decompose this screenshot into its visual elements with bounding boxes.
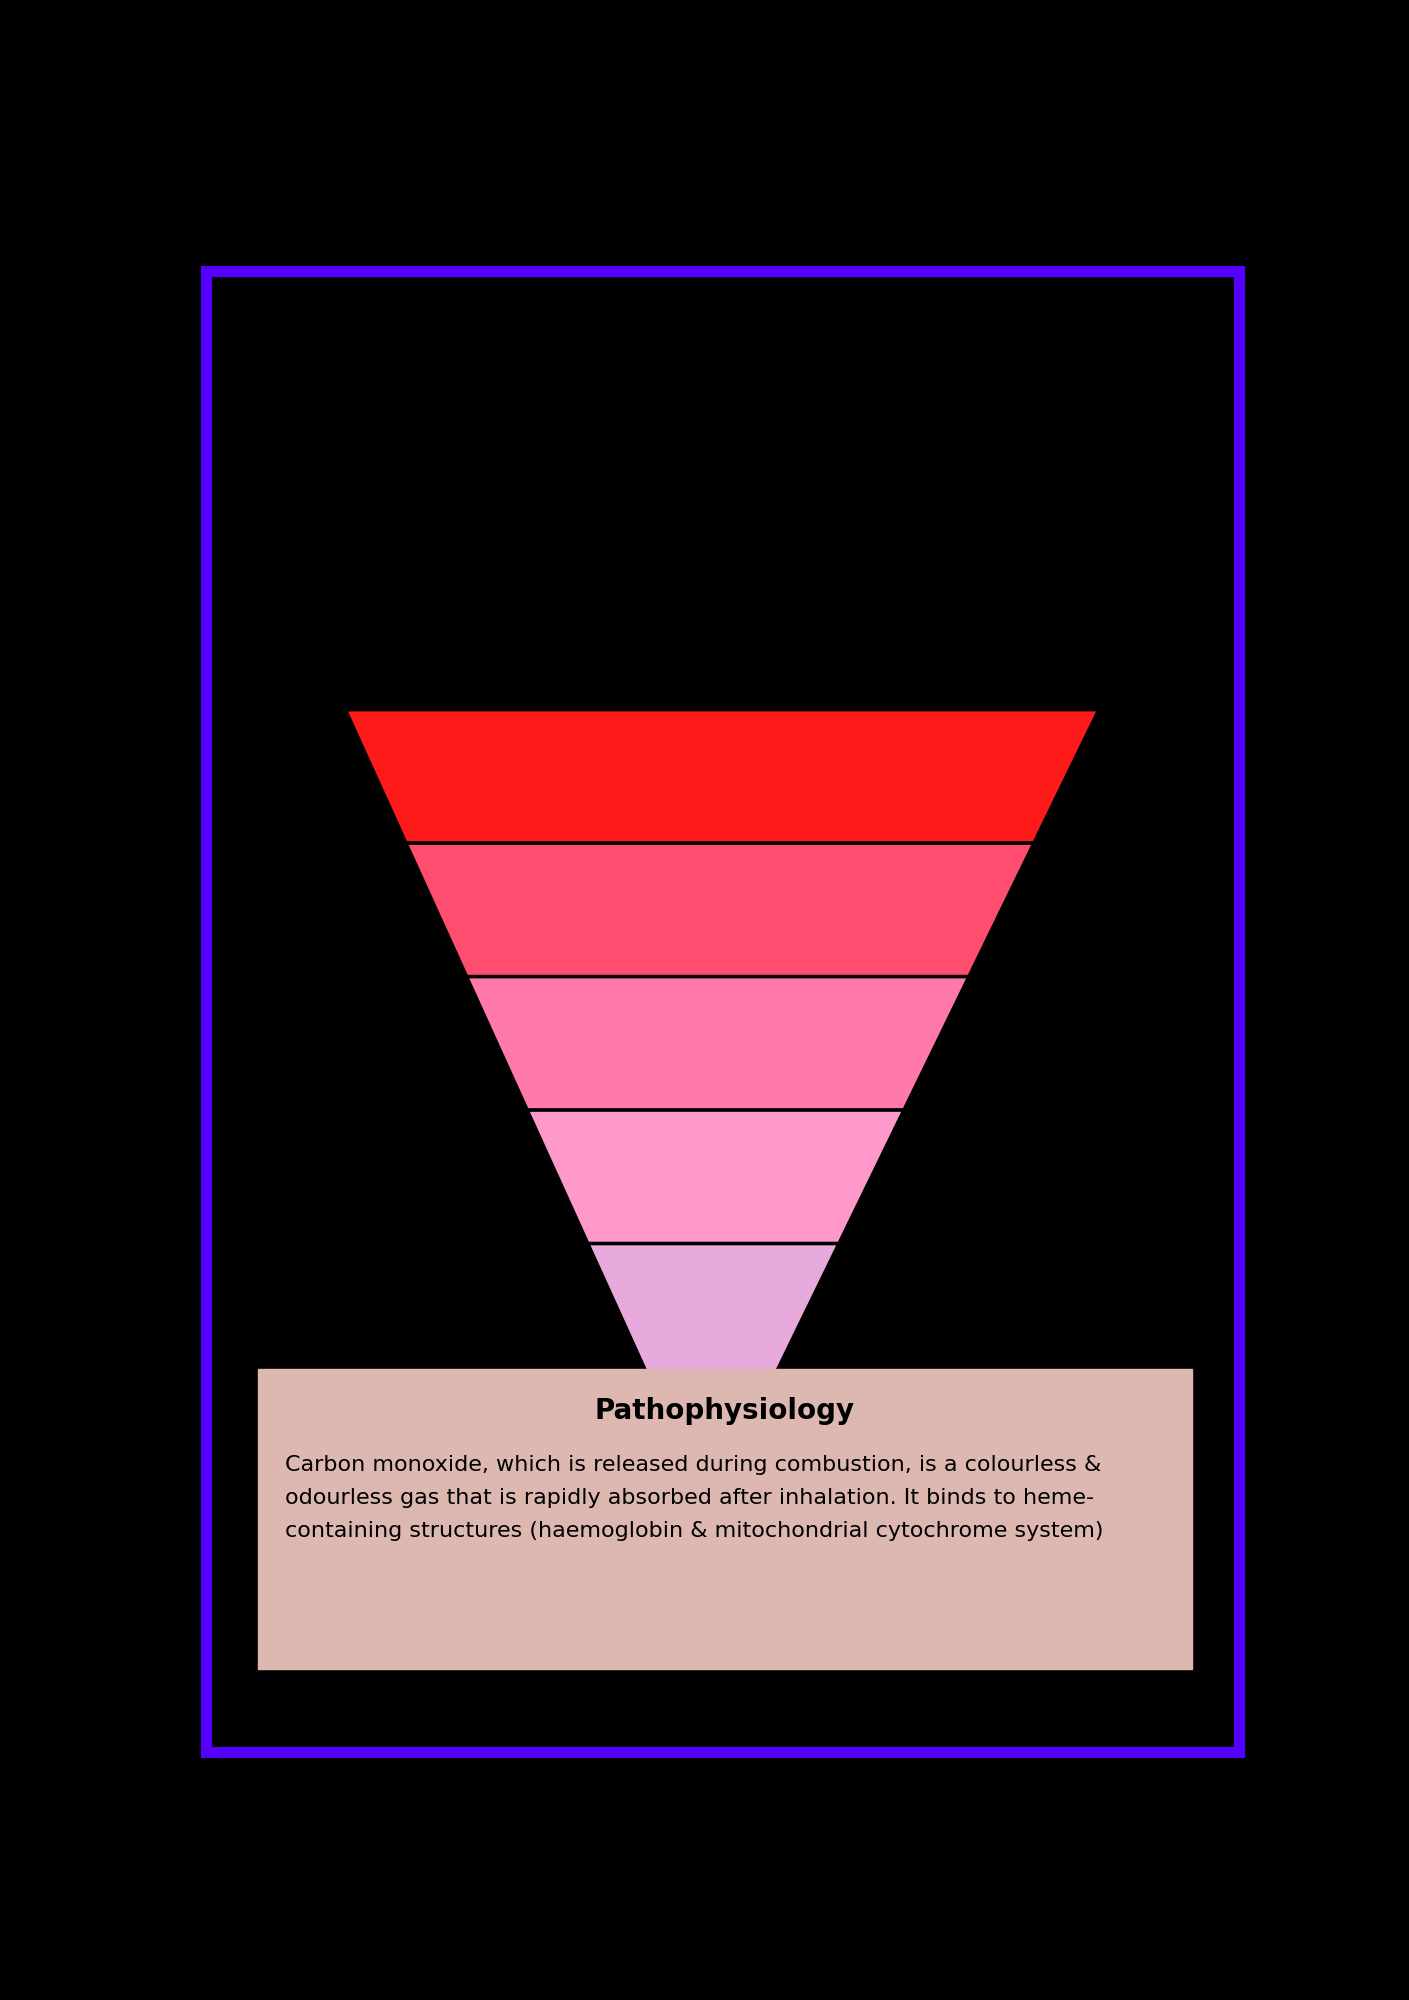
Polygon shape (466, 976, 969, 1110)
Polygon shape (406, 844, 1034, 976)
FancyBboxPatch shape (258, 1368, 1192, 1670)
Polygon shape (345, 710, 1099, 844)
Text: Pathophysiology: Pathophysiology (595, 1396, 855, 1424)
Polygon shape (527, 1110, 905, 1244)
Polygon shape (588, 1244, 838, 1378)
Polygon shape (648, 1378, 774, 1510)
Text: Carbon monoxide, which is released during combustion, is a colourless &
odourles: Carbon monoxide, which is released durin… (285, 1456, 1103, 1540)
Text: 😷: 😷 (683, 494, 735, 542)
